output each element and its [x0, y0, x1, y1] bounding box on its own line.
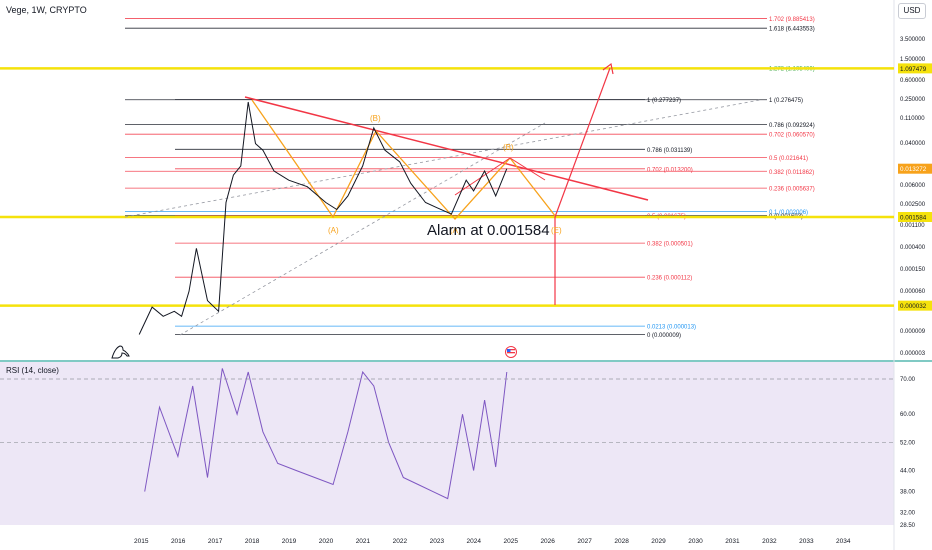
price-tick-4: 0.250000 [900, 97, 926, 103]
year-tick-2032: 2032 [762, 538, 777, 545]
price-marker-label-1: 0.013272 [900, 166, 927, 173]
price-tick-2: 1.500000 [900, 57, 926, 63]
fib-upper-label-1: 1.618 (6.443553) [769, 27, 815, 33]
fib-upper-label-7: 0.382 (0.011862) [769, 170, 814, 176]
rsi-tick-4: 38.00 [900, 490, 916, 496]
price-tick-13: 0.000060 [900, 289, 926, 295]
price-tick-5: 0.110000 [900, 116, 925, 122]
price-tick-11: 0.000400 [900, 245, 926, 251]
alarm-annotation: Alarm at 0.001584 [427, 222, 550, 239]
price-tick-12: 0.000150 [900, 267, 926, 273]
price-marker-box-3 [898, 300, 932, 311]
price-marker-box-0 [898, 63, 932, 74]
fib-lower-label-4: 0.382 (0.000501) [647, 242, 693, 248]
up-arrow-head [602, 62, 614, 75]
price-tick-8: 0.006000 [900, 183, 926, 189]
fib-upper-label-5: 0.702 (0.060570) [769, 133, 815, 139]
fib-upper-label-6: 0.5 (0.021641) [769, 156, 808, 162]
price-series [138, 101, 508, 335]
year-tick-2022: 2022 [393, 538, 408, 545]
rsi-tick-0: 70.00 [900, 377, 916, 383]
price-tick-9: 0.002500 [900, 202, 926, 208]
price-tick-6: 0.040000 [900, 141, 926, 147]
diagonal-trend-lower [179, 122, 546, 336]
fib-lower-label-2: 0.702 (0.013200) [647, 167, 693, 173]
descending-trendline [244, 96, 649, 201]
year-tick-2018: 2018 [245, 538, 260, 545]
rsi-axis[interactable]: 70.00 60.00 52.00 44.00 38.00 32.00 28.50 [900, 377, 916, 529]
year-tick-2017: 2017 [208, 538, 223, 545]
rsi-title: RSI (14, close) [6, 366, 59, 375]
price-markers: 1.097479 0.013272 0.001584 0.000032 [898, 63, 932, 311]
wave-label-4: (E) [551, 226, 562, 235]
year-tick-2025: 2025 [504, 538, 519, 545]
fib-upper-label-0: 1.702 (9.885413) [769, 17, 815, 23]
year-tick-2029: 2029 [651, 538, 666, 545]
price-marker-label-3: 0.000032 [900, 303, 927, 310]
year-tick-2019: 2019 [282, 538, 297, 545]
year-tick-2033: 2033 [799, 538, 814, 545]
rsi-panel-background [0, 362, 894, 525]
time-axis[interactable]: 2015 2016 2017 2018 2019 2020 2021 2022 2023 2024… [134, 538, 851, 545]
price-tick-10: 0.001100 [900, 223, 925, 229]
price-axis[interactable]: 8.0000003.5000001.5000000.6000000.250000… [900, 5, 926, 357]
fib-upper-label-3: 1 (0.276475) [769, 98, 803, 104]
fib-upper-label-9: 0.1 (0.002006) [769, 210, 808, 216]
year-tick-2016: 2016 [171, 538, 186, 545]
year-tick-2023: 2023 [430, 538, 445, 545]
price-tick-14: 0.000009 [900, 329, 926, 335]
price-marker-label-0: 1.097479 [900, 66, 927, 73]
rsi-tick-2: 52.00 [900, 440, 916, 446]
wave-label-2: (A) [450, 226, 461, 235]
year-tick-2034: 2034 [836, 538, 851, 545]
price-marker-label-2: 0.001584 [900, 215, 927, 222]
fib-lower-label-1: 0.786 (0.031139) [647, 148, 692, 154]
wave-label-0: (A) [328, 226, 339, 235]
fib-upper-label-8: 0.236 (0.005637) [769, 187, 815, 193]
up-projection [554, 67, 611, 218]
year-tick-2027: 2027 [577, 538, 592, 545]
year-tick-2015: 2015 [134, 538, 149, 545]
wave-label-1: (B) [370, 114, 381, 123]
price-line [138, 101, 508, 335]
fib-lower-label-6: 0.0213 (0.000013) [647, 325, 696, 331]
year-tick-2031: 2031 [725, 538, 740, 545]
rsi-tick-3: 44.00 [900, 468, 916, 474]
price-tick-3: 0.600000 [900, 78, 926, 84]
rsi-tick-1: 60.00 [900, 412, 916, 418]
triangle-lines [454, 157, 546, 196]
year-tick-2028: 2028 [614, 538, 629, 545]
price-marker-box-1 [898, 163, 932, 174]
year-tick-2030: 2030 [688, 538, 703, 545]
year-tick-2021: 2021 [356, 538, 371, 545]
fib-lower-label-7: 0 (0.000009) [647, 333, 681, 339]
currency-button[interactable]: USD [898, 3, 926, 19]
rsi-tick-5: 32.00 [900, 511, 916, 517]
fib-upper-label-2: 1.272 (1.105400) [769, 67, 815, 73]
rsi-series [0, 368, 894, 500]
wave-labels: (A) (B) (A) (B) (E) [328, 114, 562, 235]
rsi-tick-6: 28.50 [900, 523, 916, 529]
fib-lower-label-0: 1 (0.277237) [647, 98, 681, 104]
fib-lower-label-5: 0.236 (0.000112) [647, 276, 692, 282]
us-flag-icon[interactable] [505, 346, 517, 358]
rsi-line [144, 368, 508, 500]
year-tick-2026: 2026 [540, 538, 555, 545]
price-tick-15: 0.000003 [900, 351, 926, 357]
wave-label-3: (B) [503, 143, 514, 152]
year-tick-2024: 2024 [467, 538, 482, 545]
symbol-title: Vege, 1W, CRYPTO [6, 5, 87, 15]
price-marker-box-2 [898, 212, 932, 222]
tradingview-logo-icon [111, 345, 130, 359]
year-tick-2020: 2020 [319, 538, 334, 545]
price-tick-1: 3.500000 [900, 37, 926, 43]
trend-lines [0, 62, 894, 336]
fib-upper-label-4: 0.786 (0.092924) [769, 123, 815, 129]
